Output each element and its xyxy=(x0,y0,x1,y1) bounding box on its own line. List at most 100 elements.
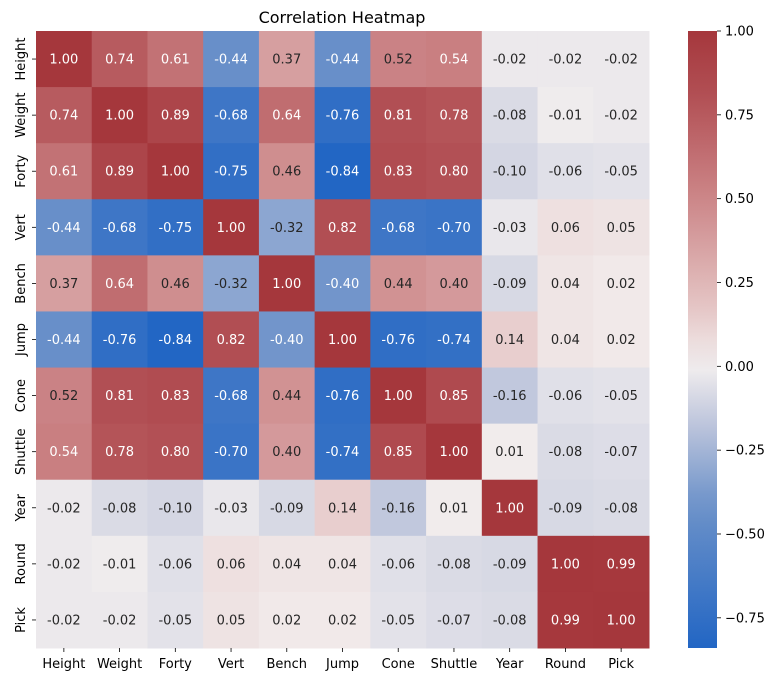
cell-value-label: 0.74 xyxy=(105,53,134,68)
heatmap-cell xyxy=(258,479,316,537)
cell-value-label: -0.02 xyxy=(549,53,583,68)
cell-value-label: 1.00 xyxy=(439,445,468,460)
cell-value-label: -0.68 xyxy=(214,109,248,124)
cell-value-label: -0.01 xyxy=(549,109,583,124)
cell-value-label: -0.74 xyxy=(326,445,360,460)
y-tick-label: Forty xyxy=(14,154,29,187)
cell-value-label: -0.06 xyxy=(381,557,415,572)
x-tick-label: Weight xyxy=(97,657,142,672)
heatmap-cell xyxy=(481,479,539,537)
cell-value-label: 1.00 xyxy=(495,501,524,516)
x-tick-label: Pick xyxy=(608,657,634,672)
heatmap-cell xyxy=(314,31,371,88)
colorbar-tick-label: 1.00 xyxy=(725,25,754,40)
cell-value-label: 0.61 xyxy=(49,165,78,180)
heatmap-cell xyxy=(36,31,93,88)
x-tick-label: Forty xyxy=(159,657,192,672)
cell-value-label: 0.83 xyxy=(161,389,190,404)
heatmap-cell xyxy=(91,423,148,481)
heatmap-cell xyxy=(481,423,539,481)
heatmap-cell xyxy=(370,423,427,481)
heatmap-cell xyxy=(147,143,204,200)
x-axis: Height Weight Forty Vert Bench Jump Cone Shuttl… xyxy=(42,648,635,672)
heatmap-cell xyxy=(481,199,539,256)
heatmap-cell xyxy=(537,367,594,425)
colorbar: −0.75 −0.50 −0.25 0.00 0.25 0.50 0.75 1.00 xyxy=(688,25,765,648)
heatmap-cell xyxy=(91,535,148,593)
heatmap-cell xyxy=(593,423,650,481)
heatmap-cell xyxy=(593,199,650,256)
cell-value-label: 1.00 xyxy=(161,165,190,180)
heatmap-cell xyxy=(203,199,260,256)
cell-value-label: -0.75 xyxy=(214,165,248,180)
cell-value-label: -0.07 xyxy=(604,445,638,460)
heatmap-cell xyxy=(314,87,371,144)
heatmap-cell xyxy=(481,255,539,312)
heatmap-cell xyxy=(426,311,483,369)
colorbar-tick-label: 0.25 xyxy=(725,276,754,291)
cell-value-label: 0.44 xyxy=(272,389,301,404)
y-tick-label: Weight xyxy=(14,92,29,137)
heatmap-cells xyxy=(36,31,650,649)
cell-value-label: 0.85 xyxy=(384,445,413,460)
x-tick-label: Height xyxy=(42,657,85,672)
cell-value-label: -0.08 xyxy=(493,613,527,628)
y-tick-label: Height xyxy=(14,38,29,81)
cell-value-label: 1.00 xyxy=(272,277,301,292)
x-tick-label: Round xyxy=(545,657,586,672)
cell-value-label: -0.10 xyxy=(158,501,192,516)
x-tick-label: Year xyxy=(495,657,524,672)
heatmap-cell xyxy=(258,423,316,481)
heatmap-cell xyxy=(258,367,316,425)
cell-value-label: 0.82 xyxy=(328,221,357,236)
heatmap-cell xyxy=(314,367,371,425)
cell-value-label: 0.46 xyxy=(161,277,190,292)
heatmap-cell xyxy=(203,479,260,537)
heatmap-cell xyxy=(91,311,148,369)
heatmap-cell xyxy=(36,87,93,144)
heatmap-cell xyxy=(370,479,427,537)
x-tick-label: Shuttle xyxy=(431,657,478,672)
cell-value-label: -0.44 xyxy=(326,53,360,68)
colorbar-tick-label: −0.75 xyxy=(725,611,765,626)
cell-value-label: 0.80 xyxy=(439,165,468,180)
heatmap-cell xyxy=(147,423,204,481)
cell-value-label: -0.09 xyxy=(493,277,527,292)
cell-value-label: 0.46 xyxy=(272,165,301,180)
heatmap-cell xyxy=(203,31,260,88)
colorbar-gradient xyxy=(688,31,717,648)
cell-value-label: -0.08 xyxy=(437,557,471,572)
heatmap-cell xyxy=(426,199,483,256)
cell-value-label: -0.84 xyxy=(326,165,360,180)
heatmap-cell xyxy=(314,591,371,649)
heatmap-cell xyxy=(426,423,483,481)
heatmap-cell xyxy=(258,143,316,200)
heatmap-cell xyxy=(203,255,260,312)
cell-value-label: -0.16 xyxy=(493,389,527,404)
cell-value-label: -0.70 xyxy=(214,445,248,460)
cell-value-label: 1.00 xyxy=(384,389,413,404)
heatmap-cell xyxy=(593,367,650,425)
heatmap-cell xyxy=(593,311,650,369)
heatmap-cell xyxy=(481,535,539,593)
cell-value-label: -0.05 xyxy=(158,613,192,628)
cell-value-label: -0.07 xyxy=(437,613,471,628)
colorbar-tick-label: 0.50 xyxy=(725,192,754,207)
heatmap-cell xyxy=(537,535,594,593)
heatmap-cell xyxy=(593,87,650,144)
heatmap-cell xyxy=(147,479,204,537)
cell-value-label: -0.74 xyxy=(437,333,471,348)
cell-value-label: 0.64 xyxy=(105,277,134,292)
cell-value-label: 0.05 xyxy=(217,613,246,628)
cell-value-label: -0.70 xyxy=(437,221,471,236)
heatmap-cell xyxy=(481,87,539,144)
cell-value-label: 0.06 xyxy=(217,557,246,572)
heatmap-cell xyxy=(203,311,260,369)
y-tick-label: Bench xyxy=(14,263,29,304)
heatmap-cell xyxy=(203,591,260,649)
heatmap-cell xyxy=(426,535,483,593)
heatmap-cell xyxy=(258,255,316,312)
cell-value-label: 0.37 xyxy=(272,53,301,68)
cell-value-label: 0.89 xyxy=(161,109,190,124)
heatmap-cell xyxy=(593,143,650,200)
